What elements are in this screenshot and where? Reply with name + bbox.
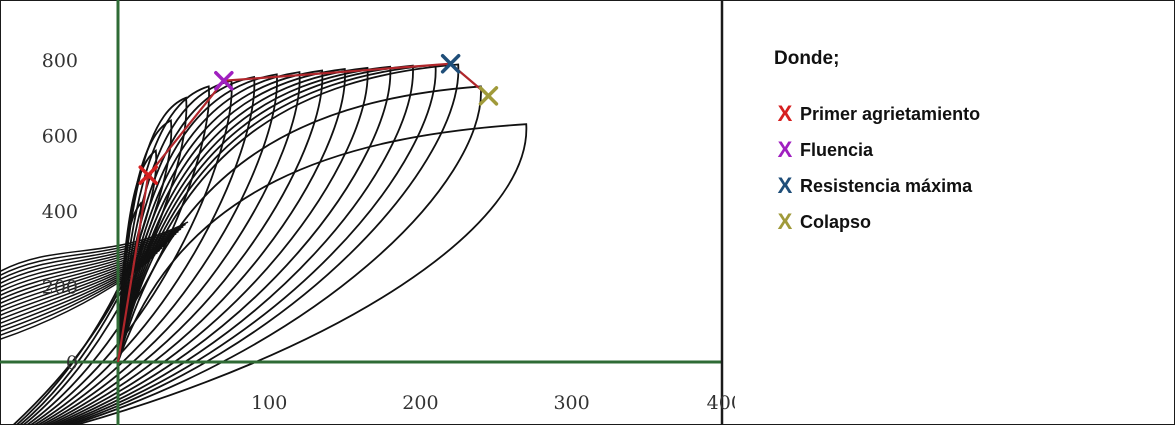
hysteresis-reverse-branch	[0, 226, 184, 281]
point-marker-fluencia	[214, 71, 234, 91]
legend-marker-blue: X	[777, 173, 793, 198]
legend-label-fluencia: Fluencia	[800, 139, 874, 160]
y-tick-label: 0	[66, 352, 78, 374]
point-markers	[138, 54, 499, 185]
legend-title: Donde;	[774, 48, 840, 69]
legend-label-primer-agrietamiento: Primer agrietamiento	[800, 103, 981, 124]
x-tick-label: 200	[402, 392, 438, 414]
marker-stroke	[214, 71, 234, 91]
hysteresis-reverse-branch	[0, 223, 186, 277]
hysteresis-loop	[25, 85, 210, 425]
x-tick-label: 300	[553, 392, 589, 414]
hysteresis-loop	[32, 75, 256, 425]
legend-item-primer-agrietamiento: X Primer agrietamiento	[772, 96, 1152, 132]
hysteresis-loop	[42, 69, 324, 425]
legend-item-resistencia-maxima: X Resistencia máxima	[772, 168, 1152, 204]
hysteresis-curves	[0, 63, 528, 425]
hysteresis-loop	[64, 63, 460, 425]
legend-item-colapso: X Colapso	[772, 204, 1152, 240]
y-tick-label: 600	[42, 126, 78, 148]
hysteresis-loop	[72, 123, 528, 425]
point-marker-primer	[138, 165, 158, 185]
chart-axes	[0, 0, 724, 425]
legend-label-colapso: Colapso	[800, 211, 872, 232]
tick-labels: 0 200 400 600 800 100 200 300 400	[42, 50, 735, 414]
y-tick-label: 200	[42, 277, 78, 299]
hysteresis-reverse-branch	[0, 228, 182, 285]
hysteresis-loop	[49, 66, 369, 425]
hysteresis-chart: 0 200 400 600 800 100 200 300 400	[0, 0, 735, 425]
hysteresis-loop	[35, 73, 278, 425]
y-tick-label: 800	[42, 50, 78, 72]
hysteresis-loop	[18, 118, 173, 425]
legend-marker-olive: X	[777, 209, 793, 234]
legend-item-fluencia: X Fluencia	[772, 132, 1152, 168]
y-tick-label: 400	[42, 201, 78, 223]
legend-marker-red: X	[777, 101, 793, 126]
point-marker-colapso	[478, 86, 499, 106]
marker-stroke	[440, 54, 461, 74]
x-tick-label: 100	[251, 392, 287, 414]
legend-marker-purple: X	[777, 137, 793, 162]
marker-stroke	[478, 86, 499, 106]
hysteresis-loop	[46, 68, 346, 425]
legend: Donde; X Primer agrietamiento X Fluencia…	[772, 48, 1152, 240]
marker-stroke	[138, 165, 158, 185]
hysteresis-reverse-branch	[0, 233, 177, 293]
hysteresis-loop	[53, 65, 392, 425]
x-tick-label: 400	[707, 392, 735, 414]
hysteresis-reverse-branch	[0, 230, 179, 289]
hysteresis-reverse-branch	[0, 221, 189, 273]
legend-label-resistencia-maxima: Resistencia máxima	[800, 175, 973, 196]
point-marker-resistencia	[440, 54, 461, 74]
